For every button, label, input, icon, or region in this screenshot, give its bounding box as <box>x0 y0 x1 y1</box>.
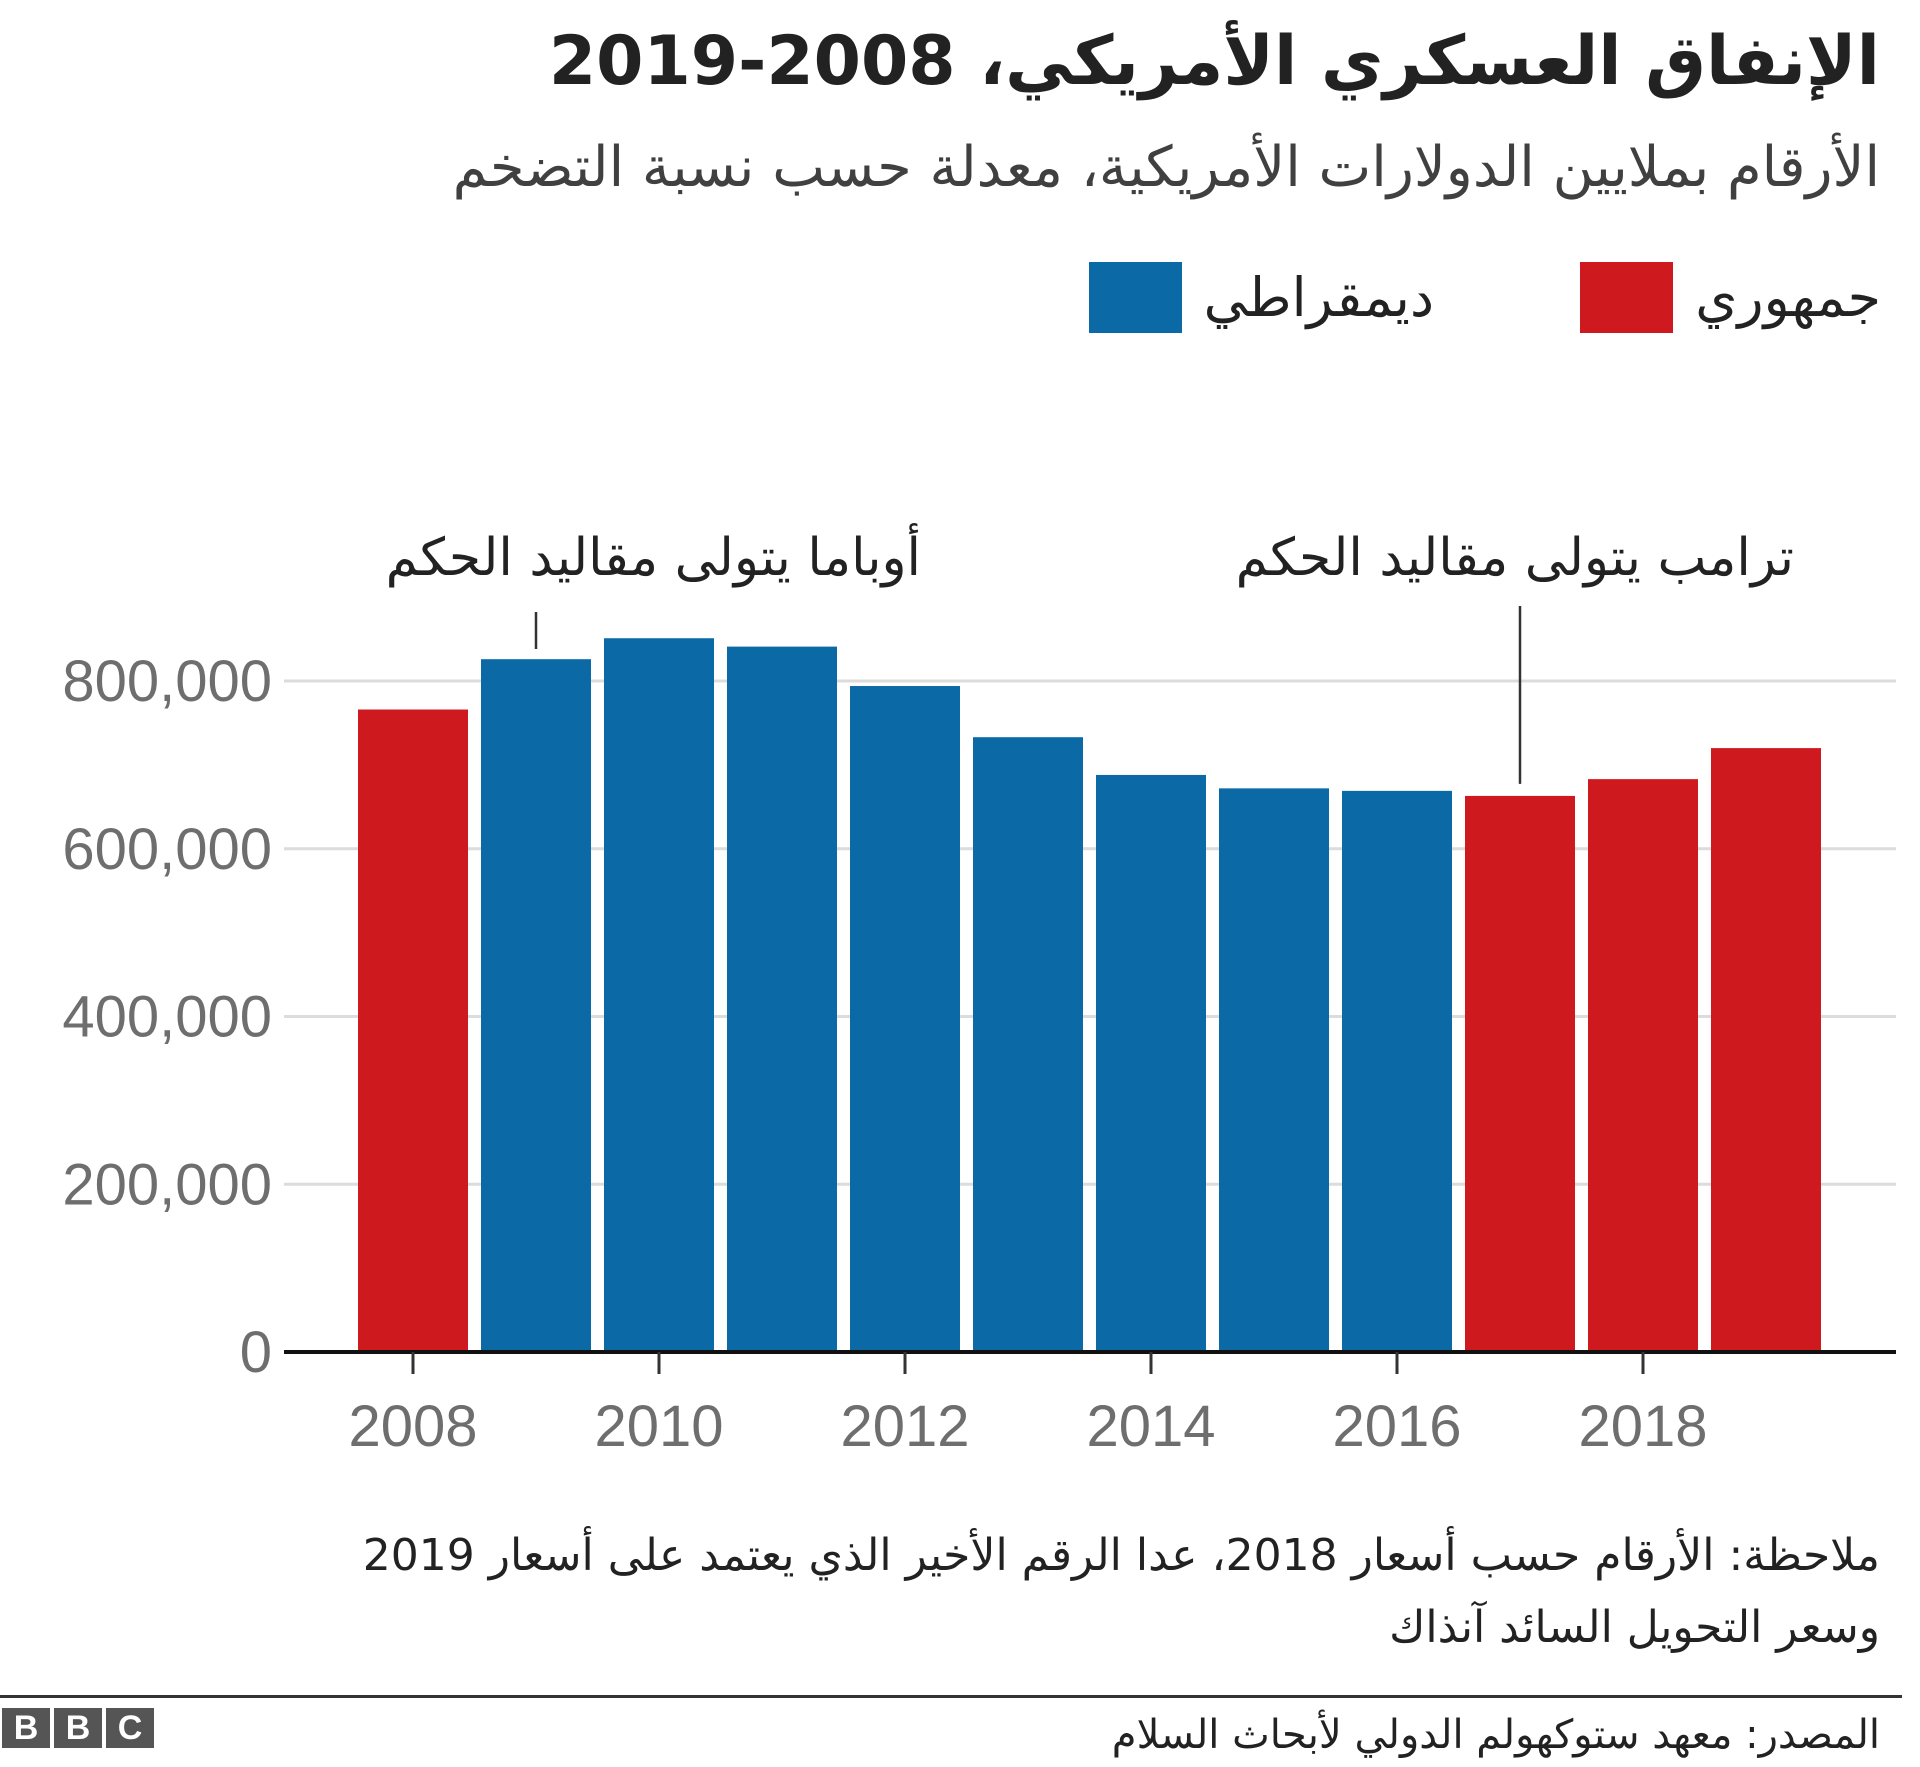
x-tick-label: 2012 <box>840 1394 969 1459</box>
y-tick-label: 0 <box>240 1320 272 1385</box>
x-tick-label: 2018 <box>1578 1394 1707 1459</box>
x-tick-label: 2014 <box>1086 1394 1215 1459</box>
bar-chart: 0 200,000 400,000 600,000 800,000 2008 2010 201… <box>62 523 1896 1459</box>
legend-label-republican: جمهوري <box>1695 265 1881 329</box>
bar-2011 <box>727 646 837 1352</box>
y-tick-label: 200,000 <box>62 1152 272 1217</box>
legend-label-democrat: ديمقراطي <box>1203 265 1434 329</box>
y-tick-label: 600,000 <box>62 817 272 882</box>
bar-2014 <box>1096 774 1206 1352</box>
chart-source: المصدر: معهد ستوكهولم الدولي لأبحاث السل… <box>1111 1712 1880 1758</box>
annotation-label: ترامب يتولى مقاليد الحكم <box>1236 528 1794 588</box>
bar-2013 <box>973 737 1083 1352</box>
y-tick-label: 400,000 <box>62 985 272 1050</box>
bar-2009 <box>481 659 591 1352</box>
legend-swatch-republican <box>1580 261 1674 333</box>
legend-item-republican: جمهوري <box>1580 261 1881 333</box>
x-tick-label: 2016 <box>1332 1394 1461 1459</box>
x-tick-label: 2008 <box>348 1394 477 1459</box>
chart-subtitle: الأرقام بملايين الدولارات الأمريكية، معد… <box>452 135 1880 200</box>
chart-note: ملاحظة: الأرقام حسب أسعار 2018، عدا الرق… <box>362 1530 1880 1653</box>
legend-item-democrat: ديمقراطي <box>1088 261 1434 333</box>
bar-2010 <box>604 638 714 1352</box>
x-tick-label: 2010 <box>594 1394 723 1459</box>
chart-title: الإنفاق العسكري الأمريكي، 2008-2019 <box>548 22 1880 101</box>
bar-2016 <box>1342 790 1452 1352</box>
bar-2019 <box>1711 748 1821 1352</box>
bar-2012 <box>850 686 960 1352</box>
bar-2008 <box>358 709 468 1352</box>
bar-2018 <box>1588 779 1698 1352</box>
y-tick-label: 800,000 <box>62 649 272 714</box>
annotation-label: أوباما يتولى مقاليد الحكم <box>386 523 921 588</box>
bar-2017 <box>1465 795 1575 1352</box>
legend-swatch-democrat <box>1088 261 1182 333</box>
bar-2015 <box>1219 788 1329 1352</box>
footer-divider <box>0 1695 1902 1698</box>
